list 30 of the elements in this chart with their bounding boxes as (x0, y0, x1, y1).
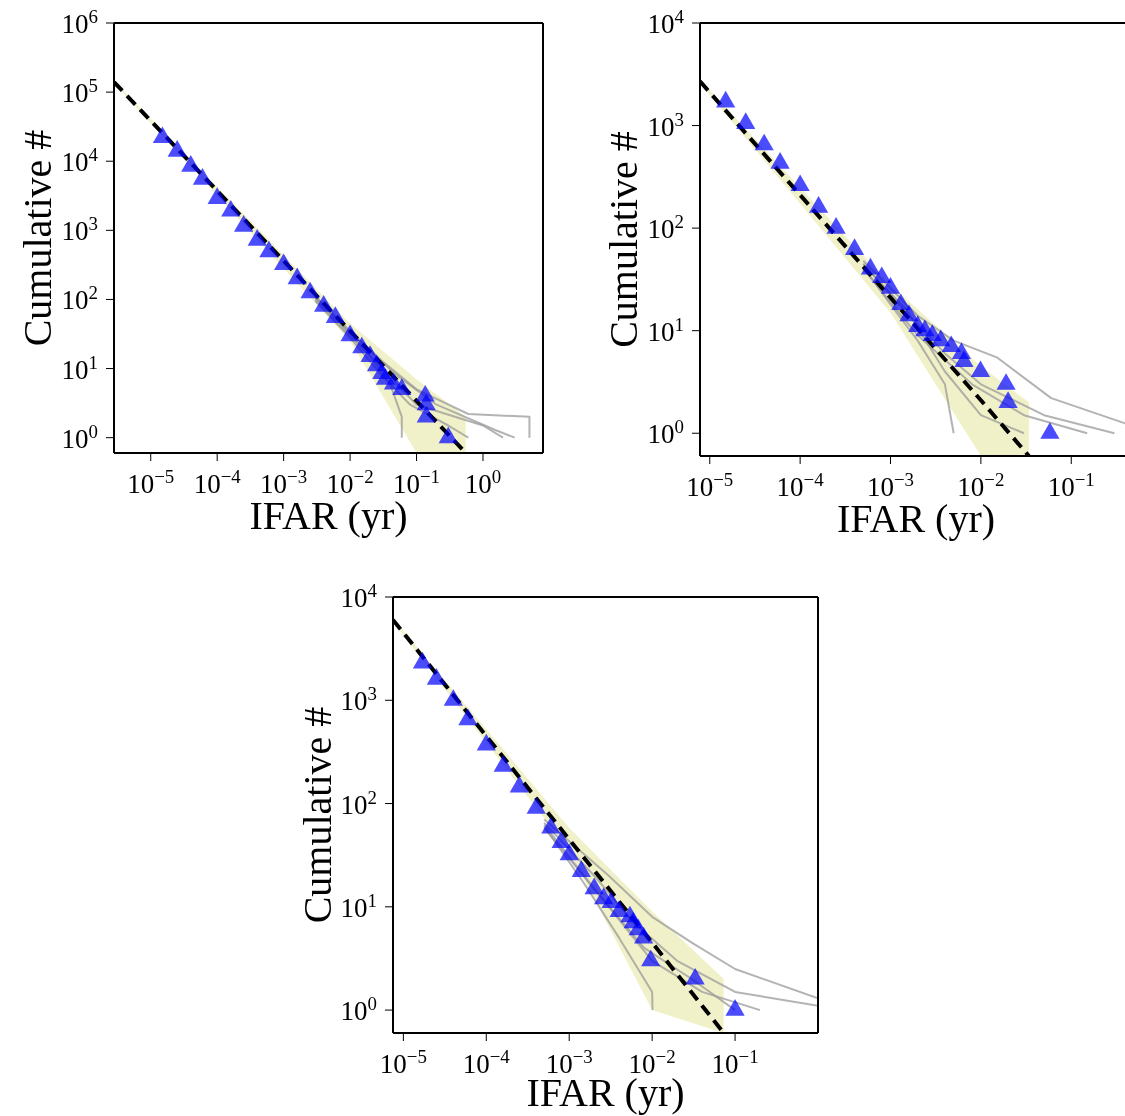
y-axis-title: Cumulative # (295, 706, 340, 924)
y-tick-label: 10$^{2}$ (61, 281, 98, 316)
x-tick-label: 10$^{0}$ (464, 465, 502, 499)
y-tick-label: 10$^{3}$ (61, 212, 98, 247)
x-tick-label: 10$^{−2}$ (628, 1045, 676, 1079)
y-tick-label: 10$^{2}$ (647, 210, 684, 245)
x-tick-label: 10$^{−5}$ (127, 465, 175, 499)
x-tick-label: 10$^{−4}$ (462, 1045, 511, 1079)
x-tick-label: 10$^{−1}$ (711, 1045, 759, 1079)
y-tick-label: 10$^{2}$ (340, 786, 377, 820)
x-tick-label: 10$^{−1}$ (1047, 468, 1095, 502)
y-tick-label: 10$^{0}$ (647, 415, 684, 450)
x-tick-label: 10$^{−5}$ (379, 1045, 427, 1079)
y-axis-title: Cumulative # (601, 131, 646, 348)
y-tick-label: 10$^{4}$ (340, 579, 378, 613)
y-tick-label: 10$^{4}$ (647, 5, 685, 39)
y-tick-label: 10$^{0}$ (61, 420, 98, 454)
y-axis-title: Cumulative # (15, 129, 60, 347)
y-tick-label: 10$^{6}$ (61, 5, 98, 39)
y-tick-label: 10$^{1}$ (647, 313, 684, 347)
y-tick-label: 10$^{4}$ (61, 143, 99, 178)
y-tick-label: 10$^{1}$ (61, 351, 98, 385)
y-tick-label: 10$^{3}$ (647, 108, 684, 142)
y-tick-label: 10$^{3}$ (340, 682, 377, 717)
x-tick-label: 10$^{−4}$ (193, 465, 242, 499)
y-tick-label: 10$^{0}$ (340, 992, 377, 1027)
y-tick-label: 10$^{1}$ (340, 889, 377, 923)
x-tick-label: 10$^{−4}$ (776, 468, 825, 502)
y-tick-label: 10$^{5}$ (61, 74, 98, 109)
x-tick-label: 10$^{−5}$ (686, 468, 734, 502)
